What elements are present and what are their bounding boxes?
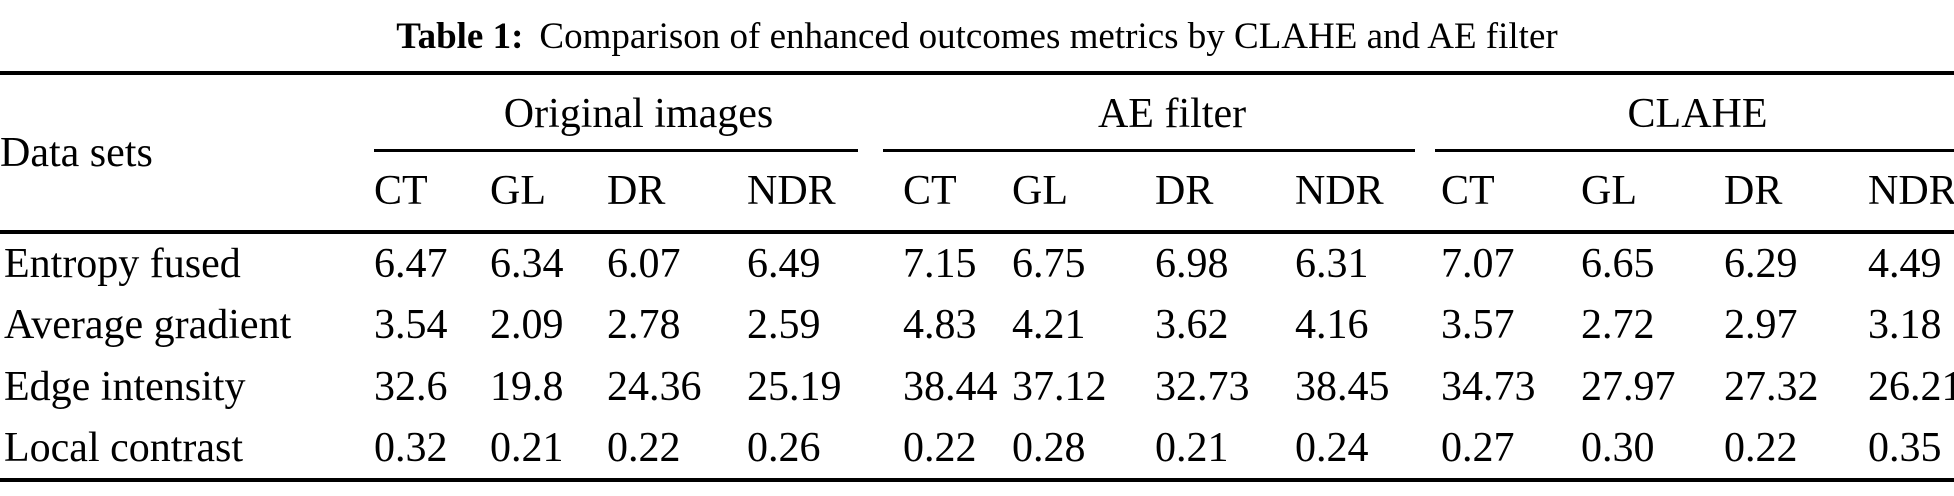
value-cell: 38.44 [903,364,998,410]
table-caption-label: Table 1: [396,16,524,57]
value-cell: 0.35 [1868,425,1942,471]
subheader-clahe-ct: CT [1441,152,1582,234]
metrics-table: Data sets Original images AE filter CLAH… [0,71,1954,482]
subheader-ae-ct: CT [903,152,1012,234]
value-cell: 0.21 [1155,425,1229,471]
table-caption-text: Comparison of enhanced outcomes metrics … [539,16,1558,57]
value-cell: 7.07 [1441,241,1515,287]
value-cell: 6.07 [607,241,681,287]
group-header-original-images: Original images [374,73,903,152]
value-cell: 7.15 [903,241,977,287]
value-cell: 3.54 [374,302,448,348]
table-row-average-gradient: Average gradient 3.54 2.09 2.78 2.59 4.8… [0,294,1954,356]
value-cell: 32.73 [1155,364,1250,410]
value-cell: 3.62 [1155,302,1229,348]
value-cell: 6.47 [374,241,448,287]
value-cell: 2.59 [747,302,821,348]
subcolumn-header-row: CT GL DR NDR CT GL DR NDR CT GL DR NDR [0,152,1954,234]
row-label: Entropy fused [4,241,241,287]
subheader-original-dr: DR [607,152,747,234]
value-cell: 3.18 [1868,302,1942,348]
value-cell: 6.98 [1155,241,1229,287]
value-cell: 26.21 [1868,364,1954,410]
subheader-original-ndr: NDR [747,152,903,234]
subheader-clahe-ndr: NDR [1868,152,1954,234]
value-cell: 0.26 [747,425,821,471]
value-cell: 3.57 [1441,302,1515,348]
value-cell: 6.75 [1012,241,1086,287]
value-cell: 0.27 [1441,425,1515,471]
value-cell: 27.32 [1724,364,1819,410]
value-cell: 4.21 [1012,302,1086,348]
table-row-entropy-fused: Entropy fused 6.47 6.34 6.07 6.49 7.15 6… [0,232,1954,294]
value-cell: 2.78 [607,302,681,348]
subheader-ae-gl: GL [1012,152,1155,234]
value-cell: 25.19 [747,364,842,410]
value-cell: 0.22 [903,425,977,471]
value-cell: 6.29 [1724,241,1798,287]
subheader-ae-dr: DR [1155,152,1295,234]
row-label: Edge intensity [4,364,246,410]
subheader-original-gl: GL [490,152,607,234]
value-cell: 0.22 [1724,425,1798,471]
value-cell: 37.12 [1012,364,1107,410]
value-cell: 0.22 [607,425,681,471]
value-cell: 6.31 [1295,241,1369,287]
subheader-clahe-gl: GL [1581,152,1725,234]
value-cell: 32.6 [374,364,448,410]
value-cell: 4.49 [1868,241,1942,287]
table-caption: Table 1: Comparison of enhanced outcomes… [0,0,1954,71]
value-cell: 27.97 [1581,364,1676,410]
subheader-clahe-dr: DR [1724,152,1869,234]
value-cell: 6.34 [490,241,564,287]
subheader-ae-ndr: NDR [1295,152,1442,234]
row-label: Local contrast [4,425,244,471]
value-cell: 2.72 [1581,302,1655,348]
value-cell: 0.30 [1581,425,1655,471]
value-cell: 6.65 [1581,241,1655,287]
group-header-clahe: CLAHE [1435,73,1954,152]
value-cell: 19.8 [490,364,564,410]
value-cell: 0.28 [1012,425,1086,471]
table-row-edge-intensity: Edge intensity 32.6 19.8 24.36 25.19 38.… [0,356,1954,418]
table-row-local-contrast: Local contrast 0.32 0.21 0.22 0.26 0.22 … [0,418,1954,480]
value-cell: 4.16 [1295,302,1369,348]
value-cell: 34.73 [1441,364,1536,410]
group-header-ae-filter: AE filter [882,73,1441,152]
column-header-data-sets: Data sets [0,73,374,234]
value-cell: 0.32 [374,425,448,471]
value-cell: 0.21 [490,425,564,471]
value-cell: 4.83 [903,302,977,348]
value-cell: 0.24 [1295,425,1369,471]
value-cell: 2.97 [1724,302,1798,348]
value-cell: 2.09 [490,302,564,348]
group-header-row: Data sets Original images AE filter CLAH… [0,73,1954,234]
subheader-original-ct: CT [374,152,490,234]
row-label: Average gradient [4,302,292,348]
value-cell: 38.45 [1295,364,1390,410]
value-cell: 6.49 [747,241,821,287]
value-cell: 24.36 [607,364,702,410]
